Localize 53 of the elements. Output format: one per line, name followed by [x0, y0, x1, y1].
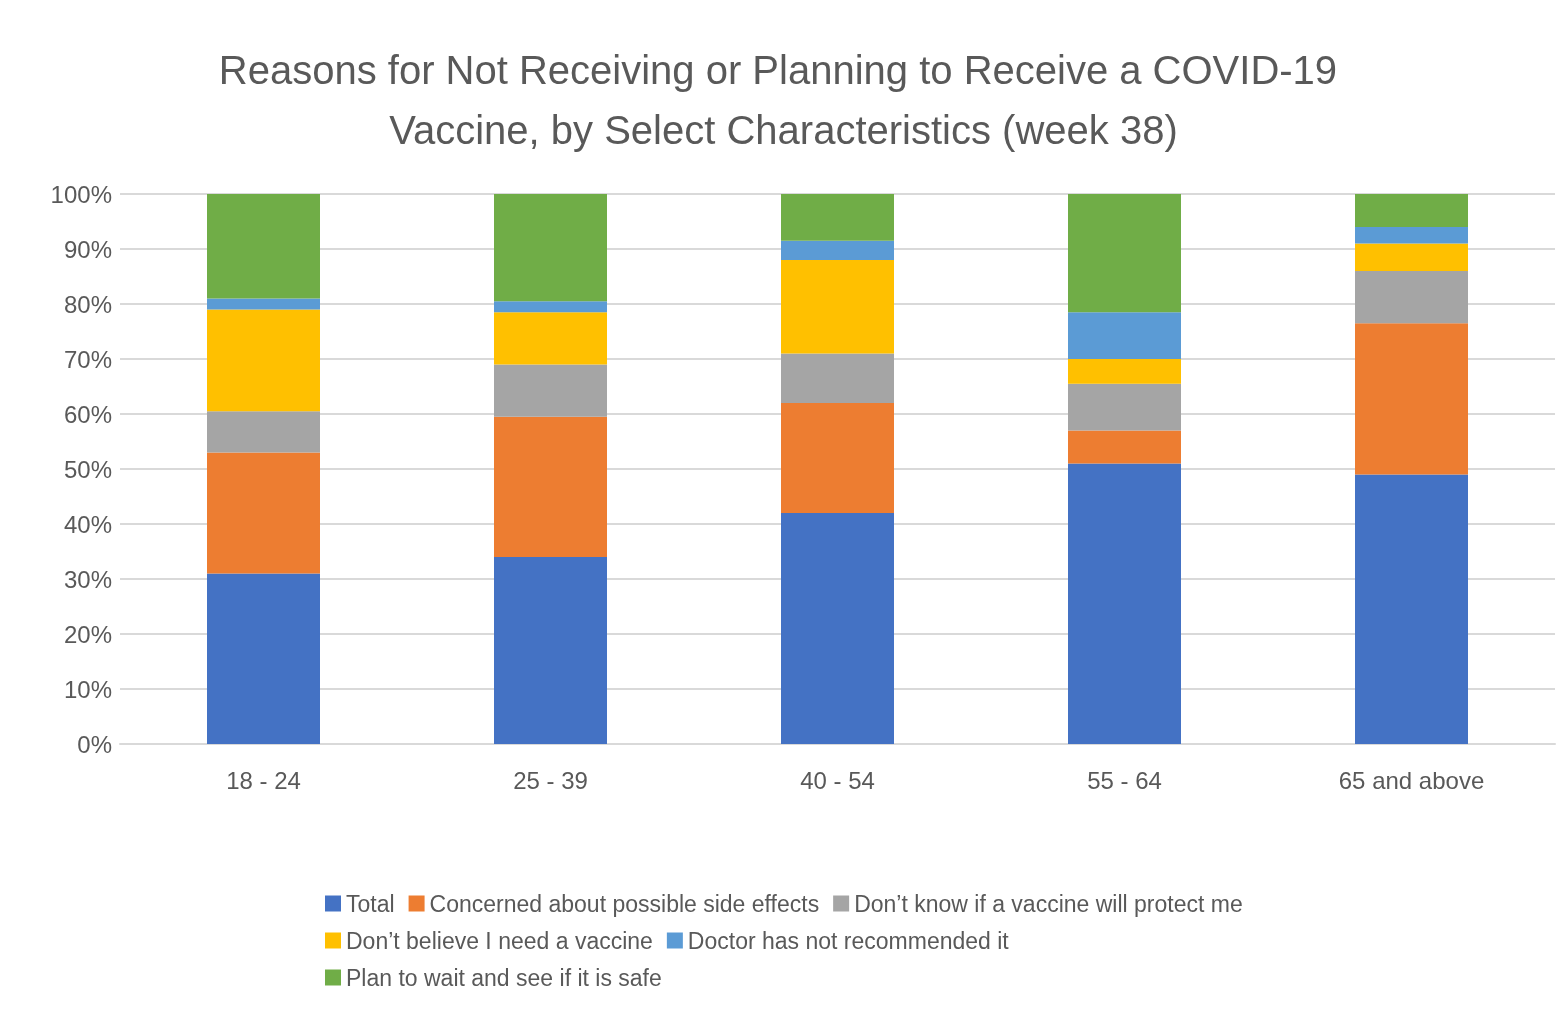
bar: [1068, 383, 1181, 431]
bar: [781, 403, 894, 513]
y-tick-label: 50%: [63, 455, 112, 483]
legend-label: Doctor has not recommended it: [687, 927, 1010, 954]
y-tick-label: 80%: [63, 290, 112, 318]
x-tick-label: 25 - 39: [513, 766, 588, 794]
legend-label: Plan to wait and see if it is safe: [346, 964, 662, 991]
legend-label: Total: [346, 890, 395, 917]
y-tick-label: 60%: [63, 400, 112, 428]
bar: [494, 301, 607, 313]
bar: [1068, 312, 1181, 359]
chart-title: Reasons for Not Receiving or Planning to Receive a COVID-19 Vaccine, by Select Characteristics (week 38): [218, 48, 1349, 152]
bar: [781, 353, 894, 403]
x-tick-label: 40 - 54: [800, 766, 875, 794]
y-tick-label: 70%: [63, 345, 112, 373]
bar: [1068, 194, 1181, 313]
bar: [781, 194, 894, 241]
bar: [207, 573, 320, 744]
bar: [1355, 227, 1468, 244]
y-tick-label: 100%: [50, 180, 112, 208]
bar: [1355, 323, 1468, 475]
y-tick-label: 10%: [63, 675, 112, 703]
bar: [207, 298, 320, 310]
bar: [494, 312, 607, 365]
legend-label: Don’t believe I need a vaccine: [346, 927, 653, 954]
legend-label: Don’t know if a vaccine will protect me: [854, 890, 1243, 917]
bar: [781, 513, 894, 744]
y-tick-label: 90%: [63, 235, 112, 263]
bar: [207, 194, 320, 299]
bar: [1068, 463, 1181, 744]
x-tick-label: 55 - 64: [1087, 766, 1162, 794]
bar: [1355, 271, 1468, 324]
y-tick-label: 40%: [63, 510, 112, 538]
y-tick-label: 30%: [63, 565, 112, 593]
bar: [1068, 359, 1181, 384]
bar: [494, 194, 607, 302]
bar: [207, 411, 320, 453]
bar: [781, 260, 894, 354]
y-tick-label: 20%: [63, 620, 112, 648]
legend-label: Concerned about possible side effects: [429, 890, 820, 917]
bar: [1355, 474, 1468, 744]
bar: [494, 416, 607, 557]
bar: [1355, 243, 1468, 271]
bar: [494, 364, 607, 417]
bar: [1355, 194, 1468, 227]
bar: [207, 452, 320, 574]
bar: [781, 240, 894, 260]
bar: [1068, 430, 1181, 464]
bar: [207, 309, 320, 412]
bar: [494, 557, 607, 744]
x-tick-label: 65 and above: [1338, 766, 1485, 794]
x-tick-label: 18 - 24: [226, 766, 301, 794]
y-tick-label: 0%: [77, 730, 112, 758]
